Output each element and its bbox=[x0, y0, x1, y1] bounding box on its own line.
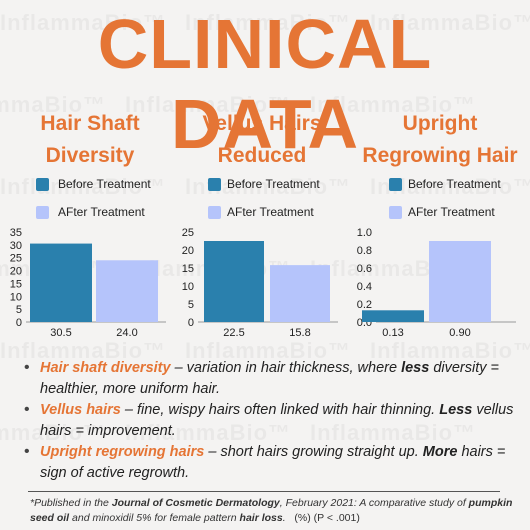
note-text: diversity = healthier, more uniform hair… bbox=[40, 360, 500, 397]
note-text: – variation in hair thickness, where bbox=[170, 360, 402, 376]
y-tick-label: 30 bbox=[10, 240, 22, 252]
bullet-icon: • bbox=[24, 401, 30, 418]
panel-title-line: Upright bbox=[402, 112, 478, 135]
y-tick-label: 25 bbox=[10, 253, 22, 265]
legend-label-before: Before Treatment bbox=[227, 177, 320, 191]
note-emphasis: More bbox=[422, 444, 458, 460]
bar-before bbox=[362, 310, 424, 322]
legend-swatch-before bbox=[36, 178, 49, 191]
panel-title-line: Hair Shaft bbox=[40, 112, 140, 135]
panel-title-line: Vellus Hairs bbox=[202, 112, 322, 135]
panel-title-line: Regrowing Hair bbox=[362, 144, 518, 167]
y-tick-label: 0.2 bbox=[357, 299, 372, 311]
y-tick-label: 5 bbox=[188, 299, 194, 311]
panel-title-line: Diversity bbox=[45, 144, 135, 167]
bar-before bbox=[30, 243, 92, 322]
note-text: – fine, wispy hairs often linked with ha… bbox=[120, 402, 440, 418]
bar-after bbox=[96, 260, 158, 322]
note-term: Hair shaft diversity bbox=[40, 360, 171, 376]
panel-title-line: Reduced bbox=[217, 144, 307, 167]
y-tick-label: 15 bbox=[10, 278, 22, 290]
bar-before bbox=[204, 241, 264, 322]
footnote-loss: hair loss bbox=[239, 512, 283, 524]
y-tick-label: 5 bbox=[16, 304, 22, 316]
y-tick-label: 20 bbox=[10, 266, 22, 278]
note-term: Upright regrowing hairs bbox=[40, 444, 205, 460]
legend-swatch-after bbox=[36, 206, 49, 219]
y-tick-label: 0.4 bbox=[357, 281, 372, 293]
legend-label-after: AFter Treatment bbox=[58, 205, 145, 219]
list-item: • Vellus hairs – fine, wispy hairs often… bbox=[24, 400, 524, 441]
footnote: *Published in the Journal of Cosmetic De… bbox=[30, 496, 520, 526]
footnote-journal: Journal of Cosmetic Dermatology bbox=[111, 497, 280, 509]
data-label: 0.13 bbox=[382, 327, 403, 339]
y-tick-label: 0.6 bbox=[357, 263, 372, 275]
divider bbox=[28, 491, 500, 492]
y-tick-label: 1.0 bbox=[357, 227, 372, 239]
bullet-icon: • bbox=[24, 443, 30, 460]
legend-swatch-after bbox=[389, 206, 402, 219]
data-label: 24.0 bbox=[116, 327, 137, 339]
list-item: • Hair shaft diversity – variation in ha… bbox=[24, 358, 524, 399]
legend-label-before: Before Treatment bbox=[408, 177, 501, 191]
footnote-stat: (%) (P < .001) bbox=[294, 512, 360, 524]
y-tick-label: 0.8 bbox=[357, 245, 372, 257]
bullet-icon: • bbox=[24, 359, 30, 376]
bar-chart-upright: 0.00.20.40.60.81.00.13 0.90 bbox=[357, 227, 516, 339]
bar-after bbox=[270, 265, 330, 322]
panel-title-hair-shaft: Hair Shaft Diversity bbox=[10, 108, 170, 172]
footnote-text: , February 2021: A comparative study of bbox=[279, 497, 469, 509]
page-title: CLINICAL DATA bbox=[97, 5, 433, 163]
panel-title-vellus: Vellus Hairs Reduced bbox=[182, 108, 342, 172]
footnote-text: . bbox=[282, 512, 286, 524]
legend-swatch-before bbox=[389, 178, 402, 191]
y-tick-label: 25 bbox=[182, 227, 194, 239]
list-item: • Upright regrowing hairs – short hairs … bbox=[24, 442, 524, 483]
legend-label-after: AFter Treatment bbox=[408, 205, 495, 219]
footnote-oil: pumpkin seed oil bbox=[30, 497, 513, 524]
note-text: vellus hairs = improvement. bbox=[40, 402, 514, 439]
note-emphasis: less bbox=[401, 360, 430, 376]
data-label: 30.5 bbox=[50, 327, 71, 339]
y-tick-label: 20 bbox=[182, 245, 194, 257]
panel-title-upright: Upright Regrowing Hair bbox=[350, 108, 530, 172]
data-label: 22.5 bbox=[223, 327, 244, 339]
data-label: 15.8 bbox=[289, 327, 310, 339]
footnote-text: *Published in the bbox=[30, 497, 112, 509]
data-label: 0.90 bbox=[449, 327, 470, 339]
y-tick-label: 0 bbox=[188, 317, 194, 329]
note-term: Vellus hairs bbox=[40, 402, 121, 418]
note-text: – short hairs growing straight up. bbox=[204, 444, 423, 460]
y-tick-label: 10 bbox=[182, 281, 194, 293]
y-tick-label: 35 bbox=[10, 227, 22, 239]
legend-swatch-after bbox=[208, 206, 221, 219]
note-text: hairs = sign of active regrowth. bbox=[40, 444, 506, 481]
definitions-list: • Hair shaft diversity – variation in ha… bbox=[24, 358, 524, 484]
bar-after bbox=[429, 241, 491, 322]
y-tick-label: 10 bbox=[10, 291, 22, 303]
legend-label-before: Before Treatment bbox=[58, 177, 151, 191]
legend-swatch-before bbox=[208, 178, 221, 191]
note-emphasis: Less bbox=[439, 402, 473, 418]
y-tick-label: 15 bbox=[182, 263, 194, 275]
y-tick-label: 0 bbox=[16, 317, 22, 329]
legend-label-after: AFter Treatment bbox=[227, 205, 314, 219]
bar-chart-vellus: 0 5 10 15 20 25 22.5 15.8 bbox=[182, 227, 338, 339]
footnote-text: and minoxidil 5% for female pattern bbox=[69, 512, 240, 524]
